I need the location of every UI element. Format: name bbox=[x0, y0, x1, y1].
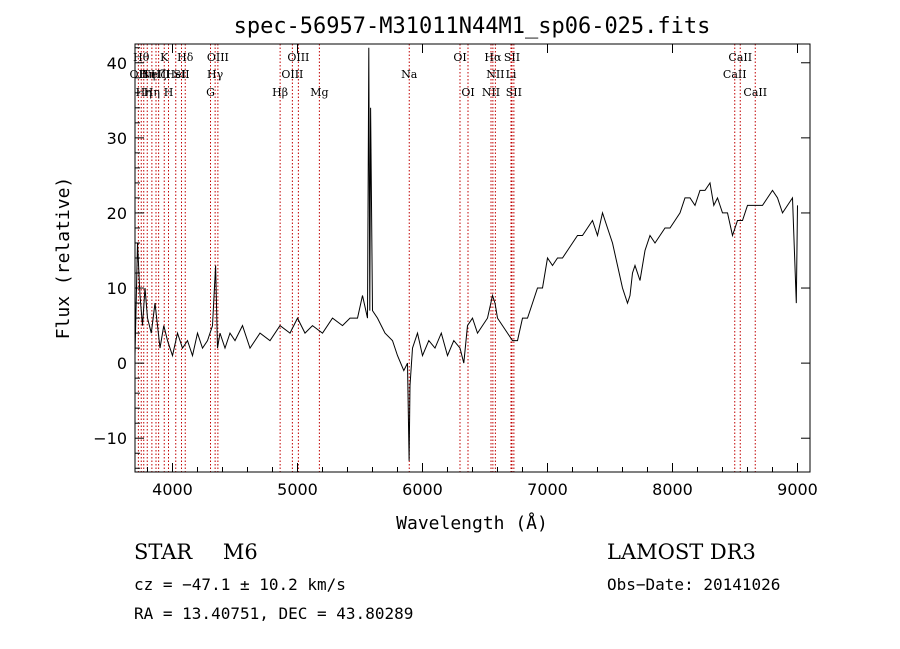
survey-label: LAMOST DR3 bbox=[607, 540, 756, 564]
line-marker-label: OI bbox=[453, 51, 466, 64]
line-marker-label: OIII bbox=[207, 51, 229, 64]
y-tick-label: 10 bbox=[107, 279, 127, 298]
line-marker-label: OIII bbox=[287, 51, 309, 64]
line-marker-label: OI bbox=[461, 86, 474, 99]
line-marker-label: NeIII bbox=[141, 68, 170, 81]
object-class: STAR bbox=[134, 540, 193, 564]
coordinates: RA = 13.40751, DEC = 43.80289 bbox=[134, 604, 414, 623]
line-marker-label: OIII bbox=[281, 68, 303, 81]
x-tick-label: 4000 bbox=[152, 480, 193, 499]
redshift-readout: cz = −47.1 ± 10.2 km/s bbox=[134, 575, 346, 594]
y-axis-label: Flux (relative) bbox=[53, 177, 74, 340]
x-tick-label: 6000 bbox=[402, 480, 443, 499]
x-tick-label: 7000 bbox=[527, 480, 568, 499]
spectrum-plot: spec-56957-M31011N44M1_sp06-025.fits OII… bbox=[53, 14, 818, 534]
line-marker-label: K bbox=[160, 51, 169, 64]
line-marker-label: SII bbox=[506, 86, 522, 99]
line-marker-label: OII bbox=[130, 68, 148, 81]
line-marker-label: HeI bbox=[166, 68, 186, 81]
y-tick-label: 30 bbox=[107, 129, 127, 148]
line-marker-label: CaII bbox=[728, 51, 752, 64]
spectrum-line bbox=[134, 47, 798, 461]
line-marker-label: CaII bbox=[723, 68, 747, 81]
x-tick-label: 5000 bbox=[277, 480, 318, 499]
line-marker-label: SII bbox=[504, 51, 520, 64]
line-marker-label: Hα bbox=[484, 51, 502, 64]
x-tick-label: 9000 bbox=[777, 480, 818, 499]
line-marker-label: Li bbox=[506, 68, 517, 81]
x-axis-label: Wavelength (Å) bbox=[396, 512, 548, 534]
line-marker-label: Hη bbox=[139, 68, 155, 81]
y-tick-label: 0 bbox=[117, 354, 127, 373]
line-marker-label: Hγ bbox=[207, 68, 224, 81]
obs-date: Obs−Date: 20141026 bbox=[607, 575, 781, 594]
y-tick-label: −10 bbox=[93, 429, 127, 448]
chart-title: spec-56957-M31011N44M1_sp06-025.fits bbox=[234, 14, 711, 39]
line-marker-label: Hη bbox=[136, 86, 152, 99]
line-marker-label: SII bbox=[173, 68, 189, 81]
line-marker-label: Hθ bbox=[133, 51, 150, 64]
line-marker-label: Hδ bbox=[177, 51, 194, 64]
line-marker-label: CaII bbox=[743, 86, 767, 99]
object-subclass: M6 bbox=[222, 540, 258, 564]
line-marker-label: Mg bbox=[310, 86, 328, 99]
line-marker-label: Hη bbox=[144, 86, 160, 99]
line-marker-label: Na bbox=[401, 68, 418, 81]
x-tick-label: 8000 bbox=[652, 480, 693, 499]
line-marker-label: G bbox=[206, 86, 215, 99]
line-marker-label: H bbox=[164, 86, 174, 99]
line-marker-label: NII bbox=[486, 68, 504, 81]
y-tick-label: 20 bbox=[107, 204, 127, 223]
line-marker-label: Hζ bbox=[151, 68, 167, 81]
line-marker-label: Hβ bbox=[272, 86, 288, 99]
y-tick-label: 40 bbox=[107, 54, 127, 73]
plot-frame bbox=[134, 43, 811, 473]
line-marker-label: NII bbox=[482, 86, 500, 99]
